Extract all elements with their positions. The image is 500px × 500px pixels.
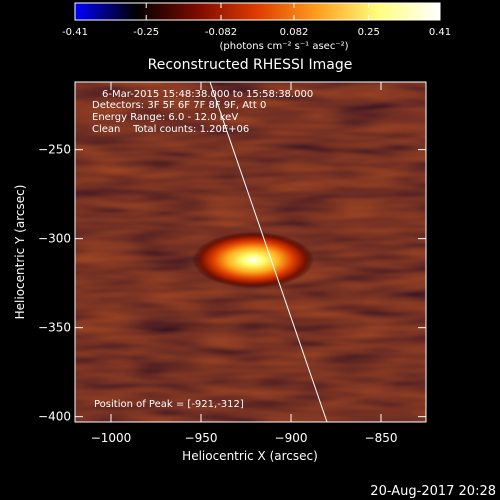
y-tick-label: −250: [38, 143, 71, 157]
colorbar-tick-label: 0.41: [429, 27, 451, 38]
solar-limb-line: [209, 82, 328, 422]
y-tick-label: −400: [38, 410, 71, 424]
annotation-time-range: 6-Mar-2015 15:48:38.000 to 15:58:38.000: [102, 89, 313, 100]
chart-title: Reconstructed RHESSI Image: [148, 57, 353, 73]
annotation-detectors: Detectors: 3F 5F 6F 7F 8F 9F, Att 0: [92, 100, 266, 111]
annotation-clean-counts: Clean Total counts: 1.20E+06: [92, 124, 249, 135]
colorbar-ticks: -0.41 -0.25 -0.082 0.082 0.25 0.41: [62, 3, 451, 38]
x-tick-label: −1000: [91, 431, 132, 445]
x-tick-label: −850: [365, 431, 398, 445]
peak-position-label: Position of Peak = [-921,-312]: [94, 399, 244, 410]
x-axis-label: Heliocentric X (arcsec): [182, 449, 318, 463]
annotation-energy-range: Energy Range: 6.0 - 12.0 keV: [92, 112, 238, 123]
colorbar-tick-label: -0.41: [62, 27, 88, 38]
y-tick-label: −300: [38, 232, 71, 246]
colorbar-tick-label: -0.082: [205, 27, 237, 38]
observation-info: 6-Mar-2015 15:48:38.000 to 15:58:38.000 …: [92, 89, 313, 135]
colorbar-tick-label: -0.25: [133, 27, 159, 38]
colorbar: [74, 2, 441, 21]
plot-frame: [74, 81, 427, 423]
colorbar-unit-label: (photons cm⁻² s⁻¹ asec⁻²): [219, 41, 348, 52]
axis-ticks: −1000 −950 −900 −850 −250 −300 −350 −400: [38, 82, 426, 445]
footer-timestamp: 20-Aug-2017 20:28: [370, 484, 496, 499]
flare-source: [192, 231, 315, 289]
x-tick-label: −950: [185, 431, 218, 445]
y-tick-label: −350: [38, 321, 71, 335]
colorbar-tick-label: 0.082: [280, 27, 309, 38]
colorbar-tick-label: 0.25: [358, 27, 380, 38]
x-tick-label: −900: [275, 431, 308, 445]
y-axis-label: Heliocentric Y (arcsec): [13, 185, 27, 320]
